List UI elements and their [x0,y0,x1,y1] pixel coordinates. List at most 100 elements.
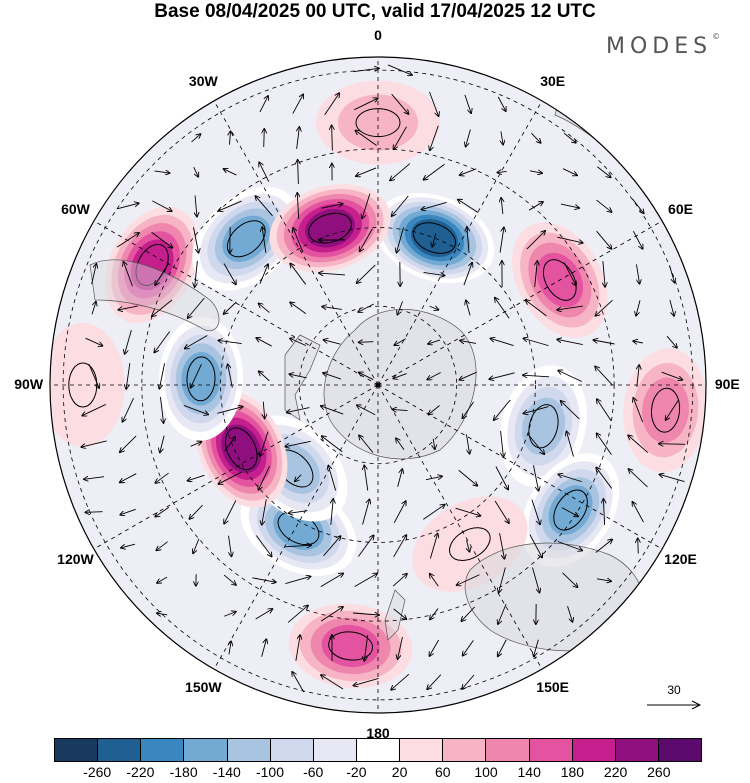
wind-vector [631,198,643,214]
wind-vector [321,204,343,209]
colorbar-tick-label: -260 [83,764,112,780]
longitude-label: 90E [714,376,740,392]
wind-vector [535,261,538,287]
wind-vector [561,401,580,420]
wind-vector [290,302,307,314]
wind-vector [284,545,311,547]
wind-vector [285,576,310,584]
colorbar-segment [572,739,616,761]
wind-vector [424,163,445,179]
wind-vector [229,131,230,145]
wind-vector [320,607,343,622]
wind-vector [160,435,165,453]
wind-vector [397,227,404,252]
wind-vector [393,373,407,379]
wind-vector [499,567,506,592]
wind-vector [298,160,299,185]
wind-vector [393,535,407,558]
meridian-line [93,384,379,550]
wind-vector [429,534,437,559]
wind-vector [292,672,305,693]
wind-vector [362,193,371,219]
wind-vector [558,474,582,483]
colorbar-tick-label: -100 [255,764,285,780]
colorbar-tick-label: 60 [435,764,451,780]
wind-vector [425,476,442,481]
latitude-circle [298,305,458,465]
longitude-label: 180 [366,725,390,742]
wind-vector [501,198,503,215]
wind-vector [322,307,342,310]
colorbar-segment [529,739,573,761]
wind-vector [295,635,300,661]
wind-vector [597,433,612,455]
wind-vector [596,230,612,249]
wind-vector [429,639,439,656]
wind-vector [157,613,168,615]
wind-vector [394,126,407,150]
wind-vector [430,608,439,620]
wind-vector [637,365,639,387]
longitude-label: 30E [540,73,566,90]
wind-vector [120,473,137,483]
wind-vector [593,340,615,345]
wind-vector [359,342,374,343]
wind-vector [285,440,311,446]
wind-vector [357,405,376,416]
wind-vector [659,444,686,445]
wind-vector [191,363,202,388]
wind-vector [223,263,236,285]
meridian-line [377,220,663,386]
wind-vector [321,406,344,415]
wind-vector [464,94,471,113]
wind-vector [529,534,542,558]
wind-vector [224,612,236,617]
wind-vector [252,577,276,582]
colorbar-segment [658,739,702,761]
colorbar-tick-labels: -260 -220 -180 -140 -100 -60 -20 20 60 100 140 180 2… [0,764,750,782]
wind-vector [458,469,478,485]
wind-vector [534,639,539,657]
wind-vector [353,68,379,73]
anomaly-isoline [308,212,352,244]
wind-vector [427,372,441,380]
anomaly-contour [181,352,221,406]
wind-vector [494,399,511,420]
wind-vector [122,398,134,422]
wind-vector [359,372,374,380]
modes-logo: MODES© [606,32,720,59]
wind-vector [195,261,198,287]
wind-vector [396,438,405,450]
wind-vector [429,91,438,116]
wind-vector [324,340,341,345]
anomaly-isoline [650,387,681,433]
wind-vector [195,195,197,217]
wind-vector [460,168,477,175]
colorbar-tick-label: 220 [603,764,628,780]
wind-vector [561,507,578,517]
wind-vector [427,674,442,690]
wind-vector [152,200,171,211]
wind-vector [297,127,300,149]
wind-vector [463,640,474,655]
wind-vector [358,535,373,557]
wind-vector [259,162,270,182]
wind-vector [259,264,268,284]
wind-vector [157,576,168,583]
wind-vector [595,367,614,386]
wind-vector [628,435,649,453]
anomaly-isoline [528,404,559,449]
colorbar-segment [356,739,401,761]
wind-vector [189,504,203,519]
wind-vector [297,193,298,220]
wind-vector [659,474,685,482]
wind-vector [669,265,674,282]
wind-vector [463,263,472,286]
longitude-label: 30W [188,73,218,90]
wind-vector [91,302,96,315]
colorbar-segment [486,739,530,761]
wind-vector [632,502,644,523]
wind-vector [293,228,304,253]
wind-vector [323,373,342,380]
wind-vector [557,236,582,243]
